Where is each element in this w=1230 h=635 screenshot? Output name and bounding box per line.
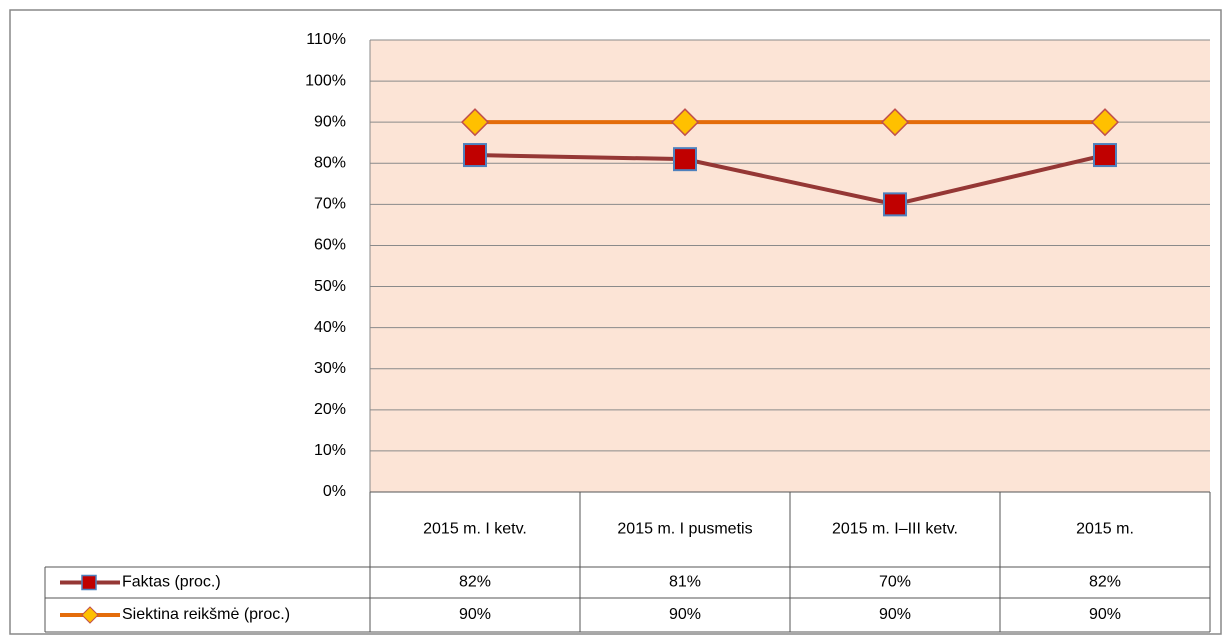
table-value: 90% xyxy=(1089,606,1121,623)
table-value: 70% xyxy=(879,574,911,591)
point xyxy=(670,108,700,137)
x-tick-label: 2015 m. I–III ketv. xyxy=(832,521,958,538)
y-tick-label: 40% xyxy=(314,319,346,336)
y-tick-label: 30% xyxy=(314,360,346,377)
y-tick-label: 50% xyxy=(314,278,346,295)
point xyxy=(883,192,907,217)
legend-label: Faktas (proc.) xyxy=(122,574,221,591)
y-tick-label: 80% xyxy=(314,154,346,171)
x-tick-label: 2015 m. xyxy=(1076,521,1134,538)
x-tick-label: 2015 m. I pusmetis xyxy=(617,521,752,538)
series-line xyxy=(474,153,1106,207)
legend-marker xyxy=(81,574,97,591)
point xyxy=(463,143,487,168)
y-tick-label: 110% xyxy=(306,31,346,48)
y-tick-label: 100% xyxy=(305,72,346,89)
point xyxy=(1090,108,1120,137)
legend-marker xyxy=(81,606,99,624)
y-tick-label: 20% xyxy=(314,401,346,418)
y-tick-label: 0% xyxy=(323,483,346,500)
table-value: 90% xyxy=(669,606,701,623)
table-value: 81% xyxy=(669,574,701,591)
plot-area xyxy=(370,40,1210,492)
point xyxy=(880,108,910,137)
y-tick-label: 70% xyxy=(314,196,346,213)
y-tick-label: 90% xyxy=(314,113,346,130)
legend-label: Siektina reikšmė (proc.) xyxy=(122,606,290,623)
point xyxy=(460,108,490,137)
point xyxy=(673,147,697,172)
table-value: 90% xyxy=(459,606,491,623)
point xyxy=(1093,143,1117,168)
table-value: 82% xyxy=(1089,574,1121,591)
table-value: 82% xyxy=(459,574,491,591)
y-tick-label: 60% xyxy=(314,237,346,254)
x-tick-label: 2015 m. I ketv. xyxy=(423,521,527,538)
table-value: 90% xyxy=(879,606,911,623)
y-tick-label: 10% xyxy=(314,442,346,459)
